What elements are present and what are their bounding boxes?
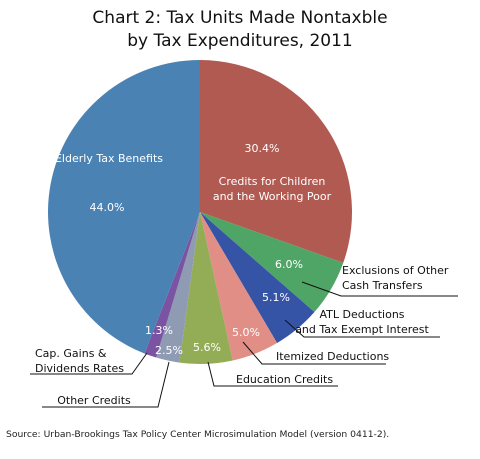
leader-line [301,281,458,297]
pie-slice [200,212,278,361]
leader-line [207,361,338,387]
slice-name-label: Itemized Deductions [276,350,389,363]
pie-slice [179,212,233,364]
slice-name-label: Cap. Gains & Dividends Rates [35,347,124,375]
pie-slice [144,212,200,358]
slice-name-label: ATL Deductions and Tax Exempt Interest [295,308,429,336]
slice-value-label: 30.4% [245,142,280,155]
pie-slice [200,212,344,313]
slice-value-label: 5.0% [232,326,260,339]
pie-slice [156,212,200,363]
pie-slice [200,60,353,263]
pie-slice [48,60,200,354]
slice-value-label: 1.3% [145,324,173,337]
chart-title: Chart 2: Tax Units Made Nontaxble [92,8,388,28]
chart-subtitle: by Tax Expenditures, 2011 [127,31,353,51]
source-note: Source: Urban-Brookings Tax Policy Cente… [6,429,390,440]
leader-line [30,352,148,375]
leader-line [284,319,440,338]
slice-value-label: 5.1% [262,291,290,304]
slice-value-label: 6.0% [275,258,303,271]
leader-line [42,361,170,408]
slice-value-label: 2.5% [155,344,183,357]
leader-line [242,341,386,365]
slice-value-label: 44.0% [90,201,125,214]
pie-slice [200,212,315,344]
slice-name-label: Exclusions of Other Cash Transfers [342,264,449,292]
slice-name-label: Elderly Tax Benefits [55,152,163,165]
slice-name-label: Credits for Children and the Working Poor [213,175,332,203]
slice-name-label: Other Credits [57,394,131,407]
slice-value-label: 5.6% [193,341,221,354]
slice-name-label: Education Credits [236,373,333,386]
